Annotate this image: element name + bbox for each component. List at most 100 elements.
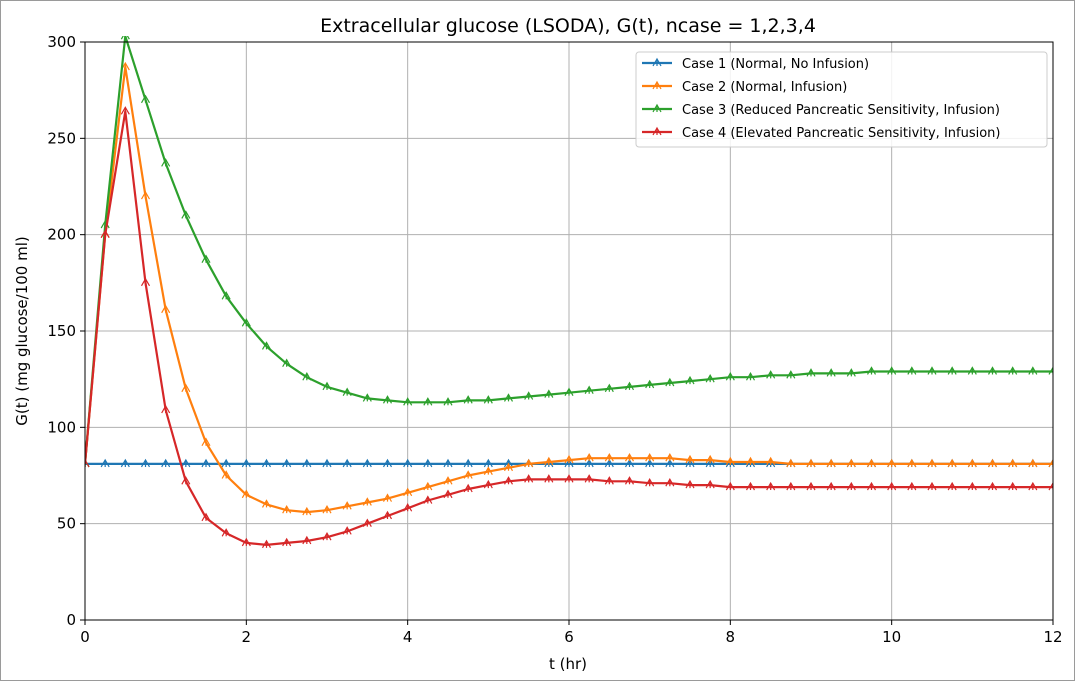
data-point <box>161 404 171 414</box>
data-point <box>725 372 735 381</box>
data-point <box>503 476 514 485</box>
data-point <box>443 397 453 406</box>
data-point <box>181 210 191 219</box>
data-point <box>241 489 251 499</box>
data-point <box>927 366 937 375</box>
data-point <box>463 483 473 493</box>
legend-marker <box>652 57 662 67</box>
data-point <box>282 537 292 547</box>
data-point <box>342 526 352 535</box>
data-point <box>665 452 675 462</box>
series-3 <box>85 36 1053 468</box>
data-point <box>261 539 272 549</box>
y-tick-label: 0 <box>66 611 76 629</box>
x-tick-label: 12 <box>1043 628 1062 646</box>
legend-box <box>635 51 1048 148</box>
legend-item: Case 4 (Elevated Pancreatic Sensitivity,… <box>642 126 1001 141</box>
data-point <box>907 366 917 375</box>
data-point <box>907 481 917 491</box>
data-point <box>846 481 856 491</box>
data-point <box>604 476 614 485</box>
data-point <box>181 476 191 485</box>
data-point <box>282 358 292 368</box>
data-point <box>806 458 816 468</box>
data-point <box>624 452 635 462</box>
data-point <box>423 481 433 491</box>
data-point <box>826 368 836 377</box>
data-point <box>362 393 372 402</box>
x-tick-label: 0 <box>80 628 90 646</box>
data-point <box>967 481 977 491</box>
data-point <box>241 318 251 327</box>
data-point <box>544 456 554 466</box>
data-point <box>403 458 413 468</box>
y-axis-label: G(t) (mg glucose/100 ml) <box>13 236 31 425</box>
data-point <box>766 456 776 466</box>
data-point <box>201 512 211 522</box>
data-point <box>866 458 877 468</box>
data-point <box>645 477 655 487</box>
data-point <box>322 504 332 514</box>
data-point <box>302 372 312 381</box>
data-point <box>161 158 171 167</box>
data-point <box>181 383 191 393</box>
data-point <box>564 454 574 464</box>
data-point <box>866 481 877 491</box>
data-point <box>685 479 695 489</box>
data-point <box>947 366 957 375</box>
data-point <box>140 94 151 104</box>
data-point <box>685 454 695 464</box>
data-point <box>947 458 957 468</box>
data-point <box>705 454 715 464</box>
data-point <box>362 518 372 527</box>
data-point <box>1028 366 1038 375</box>
data-point <box>584 452 594 462</box>
data-point <box>241 458 251 468</box>
chart-title: Extracellular glucose (LSODA), G(t), nca… <box>320 15 816 37</box>
data-point <box>826 481 836 491</box>
data-point <box>665 477 675 487</box>
data-point <box>927 458 937 468</box>
data-point <box>463 458 473 468</box>
data-point <box>241 537 251 547</box>
data-point <box>120 106 130 115</box>
data-point <box>745 372 756 381</box>
data-point <box>181 458 191 468</box>
data-point <box>806 481 816 491</box>
data-point <box>322 458 332 468</box>
data-point <box>665 377 675 387</box>
ticks: 0 2 4 6 8 10 12 0 50 100 150 200 250 300 <box>47 33 1062 646</box>
data-point <box>1028 458 1038 468</box>
data-point <box>120 458 130 468</box>
data-point <box>584 385 594 395</box>
data-point <box>745 456 756 466</box>
data-point <box>524 458 534 468</box>
data-point <box>927 481 937 491</box>
data-point <box>705 479 715 489</box>
data-point <box>524 391 534 400</box>
data-point <box>987 481 998 491</box>
data-point <box>846 458 856 468</box>
data-point <box>766 481 776 491</box>
data-point <box>645 452 655 462</box>
series-layer <box>85 36 1053 549</box>
data-point <box>887 458 897 468</box>
data-point <box>1008 458 1018 468</box>
series-4 <box>85 106 1053 549</box>
data-point <box>140 277 151 287</box>
data-point <box>725 481 735 491</box>
data-point <box>1048 458 1053 468</box>
data-point <box>302 506 312 516</box>
data-point <box>584 474 594 483</box>
data-point <box>403 487 413 497</box>
data-point <box>443 476 453 485</box>
data-point <box>887 366 897 375</box>
data-point <box>261 341 272 350</box>
data-point <box>463 395 473 404</box>
data-point <box>786 458 796 468</box>
data-point <box>544 474 554 483</box>
data-point <box>362 458 372 468</box>
data-point <box>403 397 413 406</box>
data-point <box>120 36 130 40</box>
legend-marker <box>652 103 662 113</box>
